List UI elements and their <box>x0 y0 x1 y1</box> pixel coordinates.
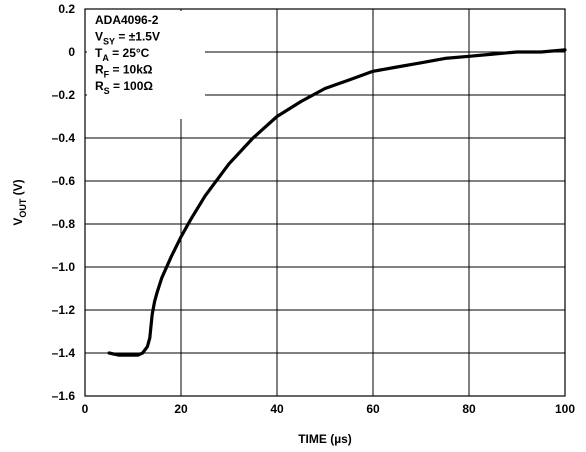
y-tick-label: –0.8 <box>52 217 76 231</box>
y-tick-label: –1.0 <box>52 260 76 274</box>
annotation-line: RF = 10kΩ <box>95 63 153 80</box>
data-series <box>107 48 567 357</box>
x-tick-label: 60 <box>366 402 380 416</box>
y-axis-title: VOUT (V) <box>11 179 28 225</box>
x-tick-label: 40 <box>270 402 284 416</box>
y-tick-label: –1.2 <box>52 303 76 317</box>
annotation-background <box>87 11 205 119</box>
series-line-1 <box>107 48 567 357</box>
x-axis-title: TIME (µs) <box>298 432 352 446</box>
annotation-line: ADA4096-2 <box>95 13 159 27</box>
plot-frame <box>84 8 566 397</box>
y-tick-label: –0.4 <box>52 131 76 145</box>
x-tick-label: 0 <box>82 402 89 416</box>
x-tick-label: 100 <box>555 402 575 416</box>
x-tick-label: 20 <box>174 402 188 416</box>
y-tick-label: –0.2 <box>52 88 76 102</box>
y-tick-labels: 0.2 0 –0.2 –0.4 –0.6 –0.8 –1.0 –1.2 –1.4 –1.6 <box>52 2 76 403</box>
x-tick-label: 80 <box>462 402 476 416</box>
x-tick-labels: 0 20 40 60 80 100 <box>82 402 576 416</box>
y-axis-title-main: V <box>11 218 25 226</box>
annotation-line: TA = 25°C <box>95 46 150 63</box>
y-axis-title-sub: OUT <box>18 198 28 218</box>
annotation-line: RS = 100Ω <box>95 79 153 96</box>
y-tick-label: –0.6 <box>52 174 76 188</box>
y-axis-title-unit: (V) <box>11 179 25 198</box>
annotation-line: VSY = ±1.5V <box>95 30 160 47</box>
y-tick-label: 0 <box>68 45 75 59</box>
y-tick-label: –1.4 <box>52 346 76 360</box>
y-tick-label: 0.2 <box>58 2 75 16</box>
y-tick-label: –1.6 <box>52 389 76 403</box>
